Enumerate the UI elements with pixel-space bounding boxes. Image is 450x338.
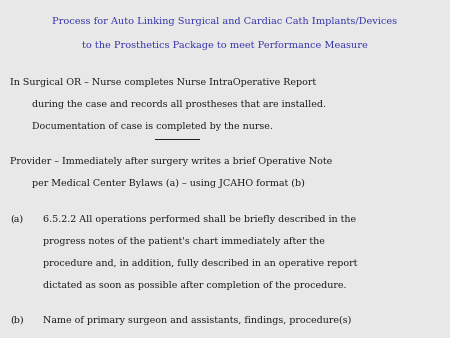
Text: progress notes of the patient's chart immediately after the: progress notes of the patient's chart im… — [43, 237, 324, 246]
Text: Name of primary surgeon and assistants, findings, procedure(s): Name of primary surgeon and assistants, … — [43, 316, 351, 325]
Text: Documentation of case is completed by the nurse.: Documentation of case is completed by th… — [32, 122, 273, 131]
Text: during the case and records all prostheses that are installed.: during the case and records all prosthes… — [32, 100, 326, 109]
Text: Process for Auto Linking Surgical and Cardiac Cath Implants/Devices: Process for Auto Linking Surgical and Ca… — [53, 17, 397, 26]
Text: Provider – Immediately after surgery writes a brief Operative Note: Provider – Immediately after surgery wri… — [10, 157, 332, 166]
Text: dictated as soon as possible after completion of the procedure.: dictated as soon as possible after compl… — [43, 281, 346, 290]
Text: (b): (b) — [10, 316, 23, 325]
Text: per Medical Center Bylaws (a) – using JCAHO format (b): per Medical Center Bylaws (a) – using JC… — [32, 179, 305, 188]
Text: (a): (a) — [10, 215, 23, 224]
Text: procedure and, in addition, fully described in an operative report: procedure and, in addition, fully descri… — [43, 259, 357, 268]
Text: In Surgical OR – Nurse completes Nurse IntraOperative Report: In Surgical OR – Nurse completes Nurse I… — [10, 78, 316, 87]
Text: 6.5.2.2 All operations performed shall be briefly described in the: 6.5.2.2 All operations performed shall b… — [43, 215, 356, 224]
Text: to the Prosthetics Package to meet Performance Measure: to the Prosthetics Package to meet Perfo… — [82, 41, 368, 50]
